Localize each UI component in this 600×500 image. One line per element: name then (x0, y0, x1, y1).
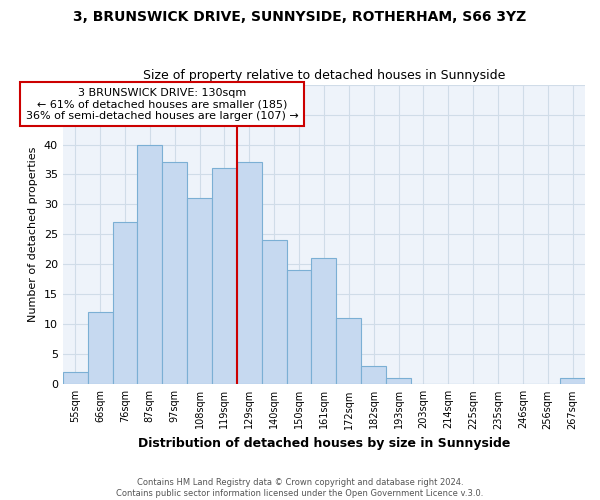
Text: 3 BRUNSWICK DRIVE: 130sqm
← 61% of detached houses are smaller (185)
36% of semi: 3 BRUNSWICK DRIVE: 130sqm ← 61% of detac… (26, 88, 299, 121)
X-axis label: Distribution of detached houses by size in Sunnyside: Distribution of detached houses by size … (138, 437, 510, 450)
Bar (88, 312, 113, 384)
Bar (560, 378, 585, 384)
Y-axis label: Number of detached properties: Number of detached properties (28, 146, 38, 322)
Bar (287, 270, 311, 384)
Title: Size of property relative to detached houses in Sunnyside: Size of property relative to detached ho… (143, 69, 505, 82)
Bar (113, 222, 137, 384)
Bar (337, 318, 361, 384)
Text: Contains HM Land Registry data © Crown copyright and database right 2024.
Contai: Contains HM Land Registry data © Crown c… (116, 478, 484, 498)
Bar (137, 144, 162, 384)
Bar (262, 240, 287, 384)
Bar (187, 198, 212, 384)
Bar (237, 162, 262, 384)
Bar (63, 372, 88, 384)
Bar (162, 162, 187, 384)
Text: 3, BRUNSWICK DRIVE, SUNNYSIDE, ROTHERHAM, S66 3YZ: 3, BRUNSWICK DRIVE, SUNNYSIDE, ROTHERHAM… (73, 10, 527, 24)
Bar (311, 258, 337, 384)
Bar (386, 378, 411, 384)
Bar (361, 366, 386, 384)
Bar (212, 168, 237, 384)
